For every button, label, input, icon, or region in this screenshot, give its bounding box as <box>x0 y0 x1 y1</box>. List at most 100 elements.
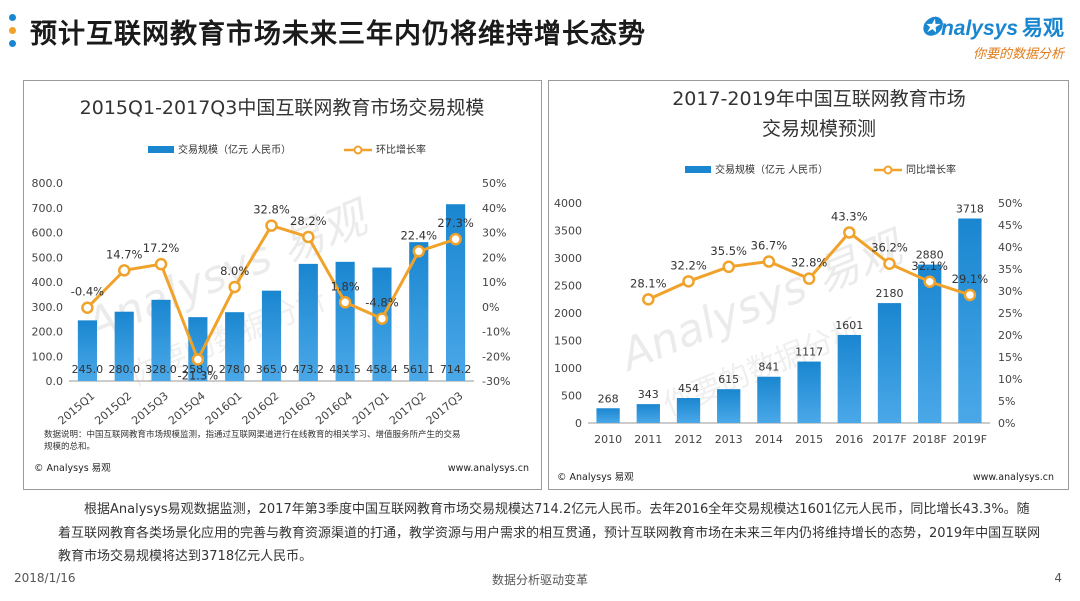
bar-value-label: 1117 <box>795 346 823 359</box>
source-copyright: © Analysys 易观 <box>557 472 634 483</box>
y2-tick-label: 5% <box>998 395 1015 408</box>
bar-value-label: 268 <box>598 392 619 405</box>
y2-tick-label: -30% <box>482 375 510 388</box>
growth-label: 27.3% <box>437 216 474 230</box>
category-label: 2016Q2 <box>240 389 282 427</box>
analysys-logo: ✪nalysys 易观 你要的数据分析 <box>921 12 1064 62</box>
category-label: 2015Q1 <box>56 389 98 427</box>
forecast-chart: Analysys 易观你要的数据分析2017-2019年中国互联网教育市场交易规… <box>554 88 1054 483</box>
y-tick-label: 3500 <box>554 225 582 238</box>
category-label: 2016Q4 <box>313 389 355 427</box>
y-tick-label: 4000 <box>554 197 582 210</box>
category-label: 2014 <box>755 433 783 446</box>
growth-point <box>802 272 816 285</box>
growth-label: 17.2% <box>143 241 180 255</box>
y2-tick-label: 10% <box>482 276 506 289</box>
data-note: 数据说明：中国互联网教育市场规模监测，指通过互联网渠道进行在线教育的相关学习、增… <box>44 429 461 440</box>
y-tick-label: 2000 <box>554 307 582 320</box>
logo-brand-cn: 易观 <box>1022 17 1064 40</box>
y2-tick-label: -20% <box>482 350 510 363</box>
growth-label: 32.2% <box>670 258 707 272</box>
y2-tick-label: 15% <box>998 351 1022 364</box>
growth-label: 43.3% <box>831 209 868 223</box>
legend-swatch-marker <box>353 145 363 155</box>
chart-title: 2015Q1-2017Q3中国互联网教育市场交易规模 <box>80 97 485 119</box>
y-tick-label: 1000 <box>554 362 582 375</box>
y-tick-label: 200.0 <box>32 326 64 339</box>
bar <box>446 204 466 381</box>
bar-value-label: 365.0 <box>256 363 288 376</box>
growth-label: 14.7% <box>106 247 143 261</box>
growth-point <box>449 232 462 246</box>
data-note: 规模的总和。 <box>44 441 95 452</box>
growth-label: 32.1% <box>911 259 948 273</box>
bar-value-label: 561.1 <box>403 363 435 376</box>
bar <box>188 317 208 381</box>
category-label: 2015Q4 <box>166 389 208 427</box>
category-label: 2015 <box>795 433 823 446</box>
y2-tick-label: 40% <box>482 202 506 215</box>
growth-label: 28.1% <box>630 276 667 290</box>
growth-point <box>642 293 655 306</box>
chart-title: 2017-2019年中国互联网教育市场 <box>672 88 966 110</box>
y-tick-label: 1500 <box>554 335 582 348</box>
y-tick-label: 500.0 <box>32 251 64 264</box>
growth-point <box>338 296 352 309</box>
growth-label: -0.4% <box>71 285 104 299</box>
y2-tick-label: 0% <box>998 417 1015 430</box>
y2-tick-label: 0% <box>482 301 499 314</box>
bar <box>837 334 861 423</box>
bar <box>918 264 942 423</box>
category-label: 2017F <box>872 433 906 446</box>
source-copyright: © Analysys 易观 <box>34 463 111 474</box>
y2-tick-label: 10% <box>998 373 1022 386</box>
y-tick-label: 600.0 <box>32 227 64 240</box>
bar <box>958 218 982 423</box>
y2-tick-label: 45% <box>998 219 1022 232</box>
page-title: 预计互联网教育市场未来三年内仍将维持增长态势 <box>30 19 646 50</box>
footer-slogan: 数据分析驱动变革 <box>491 573 588 587</box>
source-website: www.analysys.cn <box>973 472 1054 483</box>
bar <box>261 290 282 381</box>
bar-value-label: 615 <box>718 373 739 386</box>
y2-tick-label: 30% <box>998 285 1022 298</box>
bar-value-label: 714.2 <box>440 363 472 376</box>
y-tick-label: 300.0 <box>32 301 64 314</box>
y2-tick-label: 50% <box>482 177 506 190</box>
y2-tick-label: 20% <box>482 251 506 264</box>
bar <box>717 389 741 423</box>
summary-paragraph: 根据Analysys易观数据监测，2017年第3季度中国互联网教育市场交易规模达… <box>58 502 1041 564</box>
legend-swatch-bar <box>148 146 174 153</box>
growth-label: 22.4% <box>400 228 437 242</box>
y-tick-label: 0 <box>575 417 582 430</box>
growth-point <box>375 312 389 325</box>
bar-value-label: 3718 <box>956 203 984 216</box>
y-tick-label: 2500 <box>554 280 582 293</box>
growth-label: 29.1% <box>952 272 989 286</box>
category-label: 2017Q2 <box>387 389 429 427</box>
legend-swatch-marker <box>883 165 893 175</box>
bar <box>77 320 97 381</box>
y-tick-label: 0.0 <box>46 375 64 388</box>
y2-tick-label: -10% <box>482 326 510 339</box>
bar-value-label: 280.0 <box>108 363 140 376</box>
y2-tick-label: 40% <box>998 241 1022 254</box>
growth-point <box>302 230 315 244</box>
category-label: 2015Q3 <box>129 389 171 427</box>
category-label: 2016Q1 <box>203 389 245 427</box>
category-label: 2015Q2 <box>92 389 134 427</box>
category-label: 2016 <box>835 433 863 446</box>
legend-label-line: 环比增长率 <box>376 143 426 156</box>
category-label: 2016Q3 <box>276 389 318 427</box>
category-label: 2017Q3 <box>424 389 466 427</box>
bar-value-label: 343 <box>638 388 659 401</box>
bar <box>877 303 902 423</box>
growth-point <box>265 219 278 232</box>
dot-1 <box>9 14 16 21</box>
legend-swatch-bar <box>685 166 711 173</box>
bar-value-label: 841 <box>758 361 779 374</box>
bar-value-label: 1601 <box>835 319 863 332</box>
bar-value-label: 278.0 <box>219 363 251 376</box>
growth-label: 35.5% <box>710 244 747 258</box>
bar <box>596 408 620 423</box>
